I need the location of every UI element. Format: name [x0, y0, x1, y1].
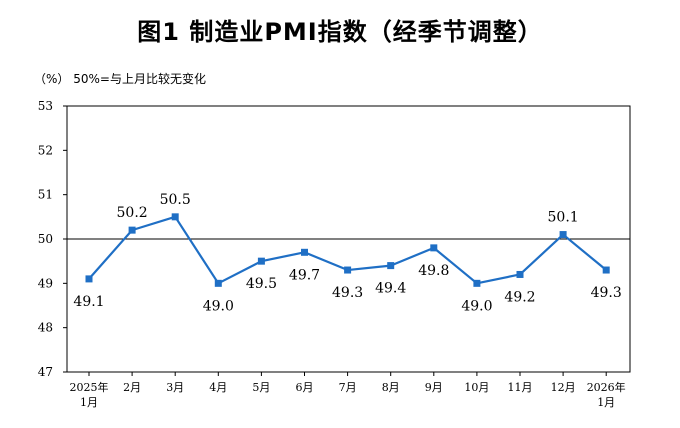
data-point-marker — [214, 279, 222, 287]
data-label: 50.2 — [117, 205, 148, 221]
data-label: 49.0 — [461, 298, 492, 314]
x-tick-label: 2026年 1月 — [587, 380, 626, 409]
data-point-marker — [602, 266, 610, 274]
data-point-marker — [344, 266, 352, 274]
y-tick-label: 53 — [38, 99, 53, 113]
x-tick-label: 4月 — [209, 381, 227, 394]
data-label: 49.5 — [246, 276, 277, 292]
data-label: 50.1 — [548, 210, 579, 226]
data-point-marker — [171, 213, 179, 221]
data-label: 49.7 — [289, 267, 320, 283]
data-label: 49.3 — [332, 285, 363, 301]
x-tick-label: 7月 — [339, 381, 357, 394]
data-point-marker — [559, 231, 567, 239]
x-tick-label: 6月 — [296, 381, 314, 394]
data-label: 50.5 — [160, 192, 191, 208]
x-tick-label: 11月 — [508, 381, 533, 394]
x-tick-label: 12月 — [551, 381, 576, 394]
y-tick-label: 52 — [38, 143, 53, 157]
data-point-marker — [430, 244, 438, 252]
data-label: 49.4 — [375, 281, 406, 297]
y-tick-label: 48 — [38, 321, 53, 335]
x-tick-label: 5月 — [252, 381, 270, 394]
x-tick-label: 9月 — [425, 381, 443, 394]
data-point-marker — [128, 226, 136, 234]
y-tick-label: 51 — [38, 188, 53, 202]
data-label: 49.8 — [418, 263, 449, 279]
data-label: 49.3 — [591, 285, 622, 301]
x-tick-label: 2025年 1月 — [70, 380, 109, 409]
data-point-marker — [516, 270, 524, 278]
y-tick-label: 47 — [38, 365, 53, 379]
y-tick-label: 50 — [38, 232, 53, 246]
x-tick-label: 8月 — [382, 381, 400, 394]
data-point-marker — [257, 257, 265, 265]
data-point-marker — [85, 275, 93, 283]
x-tick-label: 10月 — [464, 381, 489, 394]
y-tick-label: 49 — [38, 276, 53, 290]
x-tick-label: 2月 — [123, 381, 141, 394]
data-label: 49.0 — [203, 298, 234, 314]
data-label: 49.2 — [504, 289, 535, 305]
chart-title: 图1 制造业PMI指数（经季节调整） — [137, 18, 543, 46]
data-point-marker — [473, 279, 481, 287]
data-label: 49.1 — [73, 294, 104, 310]
x-tick-label: 3月 — [166, 381, 184, 394]
data-point-marker — [387, 262, 395, 270]
data-point-marker — [301, 248, 308, 256]
unit-note: （%） 50%=与上月比较无变化 — [34, 72, 206, 86]
